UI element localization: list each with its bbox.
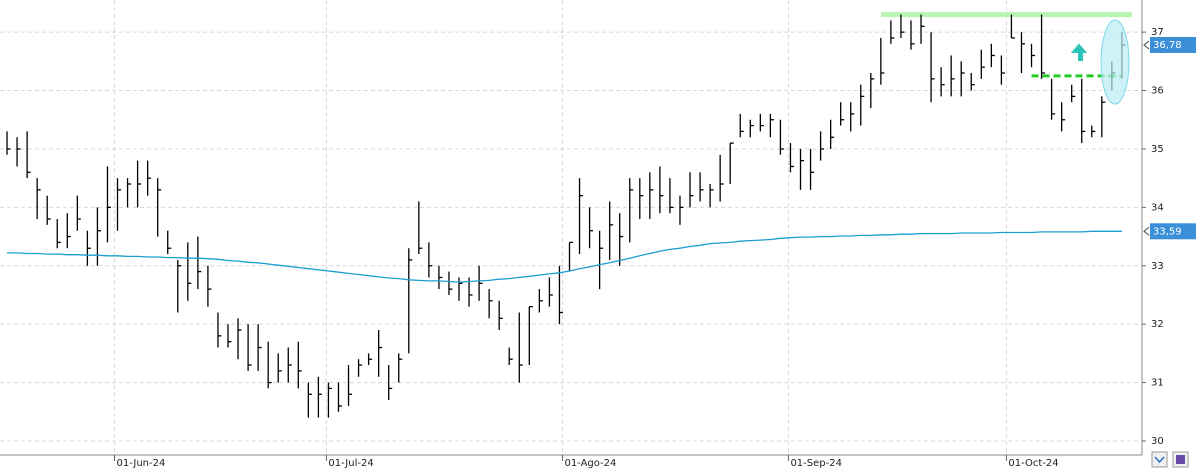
x-tick-label: 01-Sep-24 [790, 458, 842, 469]
collapse-button[interactable] [1151, 451, 1168, 468]
y-tick-label: 31 [1151, 378, 1164, 389]
last-value-label: 33,59 [1153, 226, 1182, 237]
x-tick-label: 01-Ago-24 [564, 458, 616, 469]
y-tick-label: 37 [1151, 27, 1164, 38]
x-tick-label: 01-Jun-24 [117, 458, 166, 469]
last-value-pointer [1143, 40, 1150, 50]
x-tick-label: 01-Oct-24 [1008, 458, 1058, 469]
last-value-box [1150, 36, 1196, 53]
grid [0, 0, 1142, 455]
up-arrow [1070, 43, 1088, 61]
save-icon [1176, 455, 1185, 464]
y-tick-label: 36 [1151, 86, 1164, 97]
last-value-label: 36,78 [1153, 40, 1182, 51]
plot [6, 12, 1132, 418]
highlight-ellipse [1100, 19, 1130, 105]
collapse-icon [1154, 456, 1165, 464]
y-tick-label: 30 [1151, 436, 1164, 447]
y-tick-label: 34 [1151, 202, 1164, 213]
last-value-pointer [1143, 226, 1150, 236]
last-value-box [1150, 223, 1196, 240]
y-tick-label: 35 [1151, 144, 1164, 155]
moving-average-line [7, 230, 1122, 283]
axes: 30 31 32 33 34 35 36 37 01-Jun-24 01-Jul-24 01-Ago… [114, 27, 1196, 469]
y-tick-label: 32 [1151, 319, 1164, 330]
x-tick-label: 01-Jul-24 [328, 458, 373, 469]
y-tick-label: 33 [1151, 261, 1164, 272]
